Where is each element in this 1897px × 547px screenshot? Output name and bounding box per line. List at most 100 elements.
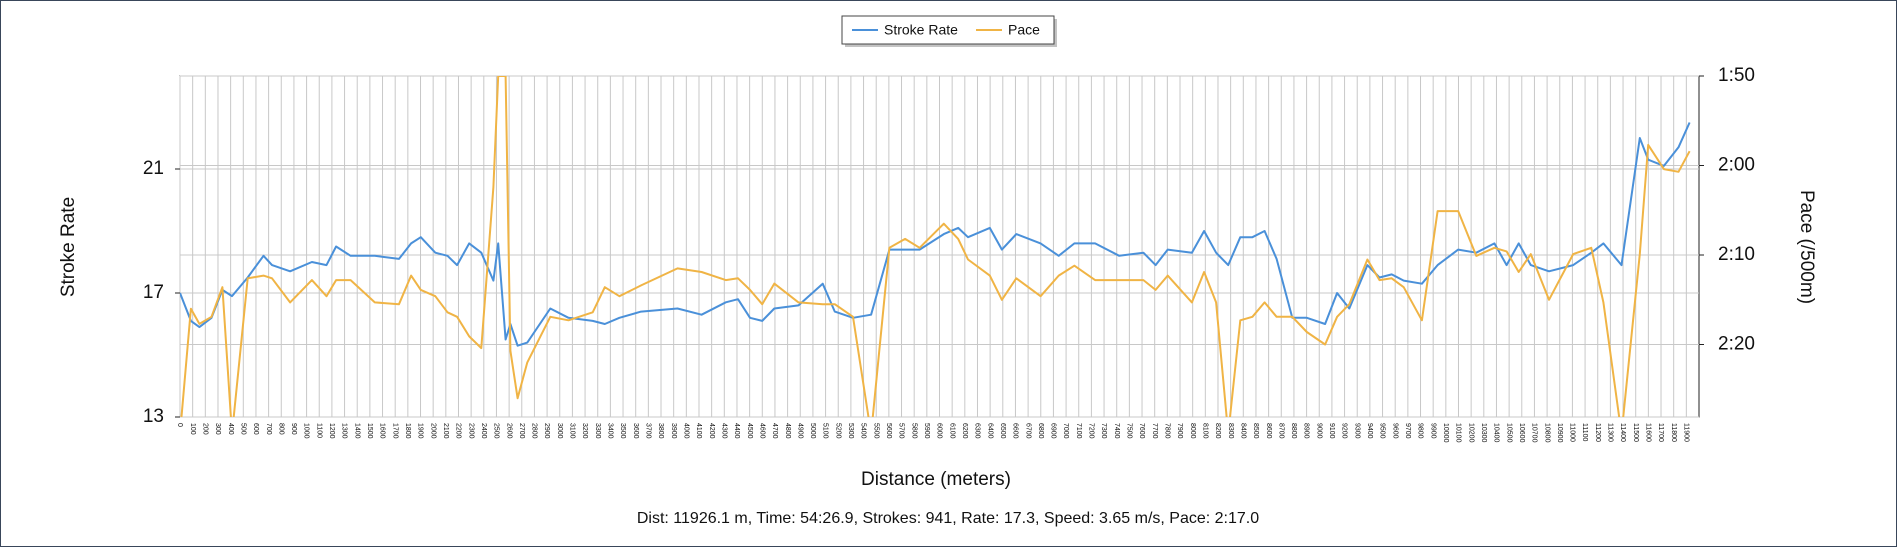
x-tick-label: 10500: [1505, 423, 1512, 443]
x-tick-label: 8900: [1303, 423, 1310, 439]
x-tick-label: 2300: [467, 423, 474, 439]
x-tick-label: 10100: [1455, 423, 1462, 443]
x-tick-label: 2500: [493, 423, 500, 439]
x-tick-label: 9600: [1391, 423, 1398, 439]
x-tick-label: 1900: [417, 423, 424, 439]
x-tick-label: 11100: [1581, 423, 1588, 442]
x-tick-label: 6600: [1012, 423, 1019, 439]
x-tick-label: 5200: [834, 423, 841, 439]
x-tick-label: 8700: [1277, 423, 1284, 439]
x-tick-label: 10700: [1531, 423, 1538, 443]
x-tick-label: 8300: [1227, 423, 1234, 439]
x-tick-label: 9100: [1328, 423, 1335, 439]
y-tick-label: 21: [143, 158, 164, 179]
y2-tick-label: 2:00: [1718, 155, 1755, 176]
x-tick-label: 5600: [885, 423, 892, 439]
y2-axis-title: Pace (/500m): [1796, 190, 1817, 304]
x-tick-label: 3700: [645, 423, 652, 439]
x-tick-label: 10600: [1518, 423, 1525, 443]
x-tick-label: 2100: [442, 423, 449, 439]
x-tick-label: 500: [239, 423, 246, 435]
y-tick-label: 13: [143, 406, 164, 427]
x-tick-label: 1000: [303, 423, 310, 439]
y-axis-title: Stroke Rate: [58, 197, 79, 297]
x-tick-label: 2700: [518, 423, 525, 439]
x-tick-label: 5900: [923, 423, 930, 439]
x-tick-label: 7100: [1075, 423, 1082, 439]
x-tick-label: 7900: [1176, 423, 1183, 439]
x-tick-label: 2400: [480, 423, 487, 439]
x-tick-label: 7800: [1164, 423, 1171, 439]
x-tick-label: 4200: [708, 423, 715, 439]
x-tick-label: 9900: [1429, 423, 1436, 439]
x-tick-label: 11900: [1682, 423, 1689, 442]
series-line: [180, 122, 1691, 347]
x-tick-label: 5800: [910, 423, 917, 439]
x-tick-label: 5000: [809, 423, 816, 439]
x-tick-label: 8800: [1290, 423, 1297, 439]
x-tick-label: 10000: [1442, 423, 1449, 443]
y2-tick-label: 2:10: [1718, 244, 1755, 265]
x-tick-label: 11200: [1594, 423, 1601, 442]
x-tick-label: 0: [176, 423, 183, 427]
x-tick-label: 6100: [948, 423, 955, 439]
x-tick-label: 7400: [1113, 423, 1120, 439]
x-tick-label: 9000: [1315, 423, 1322, 439]
x-tick-label: 11400: [1619, 423, 1626, 442]
x-tick-label: 8100: [1201, 423, 1208, 439]
x-tick-label: 4100: [695, 423, 702, 439]
x-tick-label: 8400: [1239, 423, 1246, 439]
x-tick-label: 3600: [632, 423, 639, 439]
x-tick-label: 2900: [543, 423, 550, 439]
x-tick-label: 7700: [1151, 423, 1158, 439]
x-tick-label: 10300: [1480, 423, 1487, 443]
x-tick-label: 11800: [1670, 423, 1677, 442]
x-tick-label: 2200: [455, 423, 462, 439]
x-tick-label: 3500: [619, 423, 626, 439]
x-tick-label: 400: [227, 423, 234, 435]
x-tick-label: 900: [290, 423, 297, 435]
summary: Dist: 11926.1 m, Time: 54:26.9, Strokes:…: [637, 510, 1259, 527]
x-tick-label: 6700: [1024, 423, 1031, 439]
x-tick-label: 7600: [1138, 423, 1145, 439]
x-tick-label: 300: [214, 423, 221, 435]
x-tick-label: 11700: [1657, 423, 1664, 442]
x-tick-label: 8600: [1265, 423, 1272, 439]
x-tick-label: 3900: [670, 423, 677, 439]
x-tick-label: 6300: [974, 423, 981, 439]
x-tick-label: 10200: [1467, 423, 1474, 443]
x-tick-label: 700: [265, 423, 272, 435]
x-tick-label: 9400: [1366, 423, 1373, 439]
series-line: [180, 76, 1691, 417]
x-tick-label: 1800: [404, 423, 411, 439]
x-tick-label: 1200: [328, 423, 335, 439]
x-tick-label: 10900: [1556, 423, 1563, 443]
x-tick-label: 3300: [594, 423, 601, 439]
x-tick-label: 1400: [353, 423, 360, 439]
x-tick-label: 800: [277, 423, 284, 435]
x-tick-label: 3000: [556, 423, 563, 439]
x-tick-label: 7300: [1100, 423, 1107, 439]
x-tick-label: 11500: [1632, 423, 1639, 442]
x-axis-title: Distance (meters): [861, 469, 1011, 490]
x-tick-label: 5100: [822, 423, 829, 439]
x-tick-label: 100: [189, 423, 196, 435]
x-tick-label: 200: [201, 423, 208, 435]
x-tick-label: 4400: [733, 423, 740, 439]
x-tick-label: 4700: [771, 423, 778, 439]
x-tick-label: 3100: [569, 423, 576, 439]
x-tick-label: 3800: [657, 423, 664, 439]
x-tick-label: 6800: [1037, 423, 1044, 439]
x-tick-label: 2800: [531, 423, 538, 439]
legend-label: Pace: [1008, 22, 1040, 38]
x-tick-label: 6900: [1050, 423, 1057, 439]
x-tick-label: 6200: [961, 423, 968, 439]
x-tick-label: 4900: [796, 423, 803, 439]
x-tick-label: 600: [252, 423, 259, 435]
legend-label: Stroke Rate: [884, 22, 958, 38]
x-tick-label: 7500: [1126, 423, 1133, 439]
grid: [179, 75, 1699, 418]
legend: Stroke Rate Pace: [841, 15, 1057, 47]
x-tick-label: 9800: [1417, 423, 1424, 439]
